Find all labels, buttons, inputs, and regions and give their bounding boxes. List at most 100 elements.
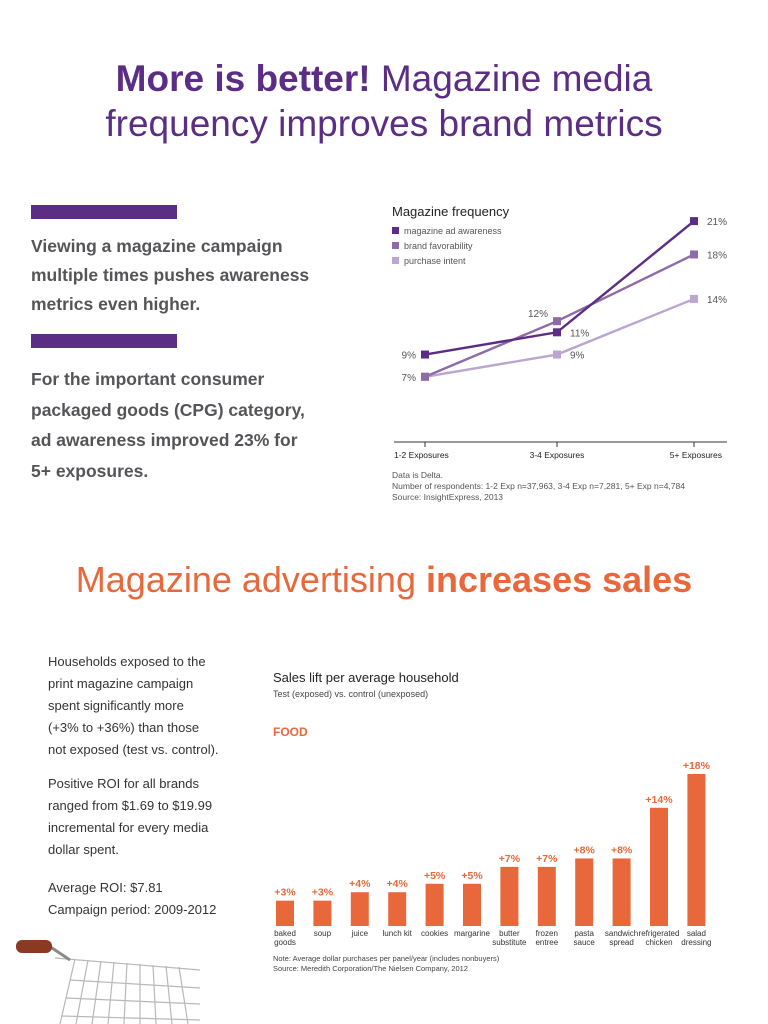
line-chart-note: Number of respondents: 1-2 Exp n=37,963,… bbox=[392, 481, 685, 491]
roi-line: Positive ROI for all brands bbox=[48, 776, 200, 791]
bar-category-label: salad bbox=[687, 929, 706, 938]
bar-chart-note: Note: Average dollar purchases per panel… bbox=[273, 954, 500, 963]
page-title-bold: More is better! bbox=[115, 58, 371, 99]
sales-chart-subtitle: Test (exposed) vs. control (unexposed) bbox=[273, 689, 429, 699]
data-point bbox=[553, 317, 561, 326]
roi-line: incremental for every media bbox=[48, 820, 209, 835]
sales-title-bold: increases sales bbox=[425, 559, 693, 600]
bar-category-label: spread bbox=[609, 938, 633, 947]
intro-line: metrics even higher. bbox=[31, 294, 201, 314]
bar-chart-notes: Note: Average dollar purchases per panel… bbox=[273, 954, 499, 973]
bar-category-label: lunch kit bbox=[383, 929, 413, 938]
page-title: More is better! Magazine media frequency… bbox=[0, 56, 768, 146]
average-roi-paragraph: Average ROI: $7.81 Campaign period: 2009… bbox=[48, 877, 216, 921]
bar-category-label: entree bbox=[535, 938, 558, 947]
intro-line: Viewing a magazine campaign bbox=[31, 236, 283, 256]
households-line: print magazine campaign bbox=[48, 676, 194, 691]
bar bbox=[388, 892, 407, 926]
bar-category-label: butter bbox=[499, 929, 520, 938]
x-tick-label: 5+ Exposures bbox=[670, 450, 722, 460]
bar-value-label: +5% bbox=[424, 870, 446, 882]
bar-category-label: goods bbox=[274, 938, 296, 947]
legend-entry: brand favorability bbox=[404, 241, 473, 251]
bar bbox=[463, 883, 481, 926]
bar bbox=[650, 807, 668, 926]
data-label: 18% bbox=[707, 250, 727, 261]
legend-swatch bbox=[392, 257, 399, 264]
data-point bbox=[690, 217, 698, 226]
line-chart-title: Magazine frequency bbox=[392, 204, 510, 219]
sales-title-regular: Magazine advertising bbox=[75, 559, 426, 600]
purple-divider-2 bbox=[31, 334, 177, 348]
average-roi-line: Average ROI: $7.81 bbox=[48, 880, 163, 895]
bar bbox=[687, 774, 706, 926]
intro-line: multiple times pushes awareness bbox=[31, 265, 310, 285]
bar-category-label: pasta bbox=[574, 929, 594, 938]
campaign-period-line: Campaign period: 2009-2012 bbox=[48, 902, 217, 917]
bar bbox=[612, 858, 631, 926]
bar-value-label: +4% bbox=[387, 878, 409, 890]
line-chart-note: Source: InsightExpress, 2013 bbox=[392, 492, 504, 502]
intro-paragraph: Viewing a magazine campaign multiple tim… bbox=[31, 232, 321, 319]
bar bbox=[276, 900, 294, 926]
bar-category-label: juice bbox=[351, 929, 369, 938]
data-point bbox=[553, 350, 561, 359]
food-category-label: FOOD bbox=[273, 725, 308, 739]
shopping-cart-icon bbox=[16, 940, 200, 1024]
magazine-frequency-chart: Magazine frequency magazine ad awareness b… bbox=[392, 204, 727, 460]
roi-line: ranged from $1.69 to $19.99 bbox=[48, 798, 213, 813]
cpg-line: For the important consumer bbox=[31, 369, 265, 389]
households-line: (+3% to +36%) than those bbox=[48, 720, 200, 735]
bar-category-label: refrigerated bbox=[639, 929, 680, 938]
households-line: spent significantly more bbox=[48, 698, 184, 713]
data-label: 11% bbox=[570, 328, 589, 339]
page-title-rest: Magazine media bbox=[370, 58, 653, 99]
cpg-line: packaged goods (CPG) category, bbox=[31, 399, 305, 420]
data-label: 12% bbox=[528, 309, 548, 320]
bar-category-label: margarine bbox=[454, 929, 491, 938]
bar bbox=[500, 866, 519, 926]
bar-category-label: sandwich bbox=[605, 929, 638, 938]
bar-category-label: soup bbox=[314, 929, 332, 938]
bar-value-label: +7% bbox=[536, 853, 558, 865]
cpg-paragraph: For the important consumer packaged good… bbox=[31, 364, 321, 486]
roi-paragraph: Positive ROI for all brands ranged from … bbox=[48, 773, 212, 861]
line-chart-notes: Data is Delta. Number of respondents: 1-… bbox=[392, 470, 685, 503]
bar-value-label: +8% bbox=[574, 844, 596, 856]
bar-value-label: +7% bbox=[499, 853, 521, 865]
bar-value-label: +3% bbox=[312, 887, 334, 899]
bar-category-label: baked bbox=[274, 929, 296, 938]
bar-value-label: +5% bbox=[461, 870, 483, 882]
legend-entry: magazine ad awareness bbox=[404, 226, 502, 236]
bar bbox=[425, 883, 444, 926]
bar-category-label: dressing bbox=[681, 938, 711, 947]
data-label: 7% bbox=[402, 373, 417, 384]
bar-value-label: +8% bbox=[611, 844, 633, 856]
purple-divider-1 bbox=[31, 205, 177, 219]
bar bbox=[537, 866, 556, 926]
page-title-line2: frequency improves brand metrics bbox=[105, 103, 663, 144]
x-tick-label: 3-4 Exposures bbox=[530, 450, 585, 460]
sales-chart-title: Sales lift per average household bbox=[273, 670, 459, 685]
bar bbox=[575, 858, 594, 926]
data-point bbox=[421, 350, 429, 359]
bar-value-label: +14% bbox=[645, 794, 673, 806]
data-label: 14% bbox=[707, 295, 727, 306]
data-label: 21% bbox=[707, 217, 727, 228]
households-line: not exposed (test vs. control). bbox=[48, 742, 219, 757]
cpg-line: 5+ exposures. bbox=[31, 460, 149, 481]
roi-line: dollar spent. bbox=[48, 842, 119, 857]
bar-category-label: sauce bbox=[574, 938, 596, 947]
legend-swatch bbox=[392, 242, 399, 249]
households-line: Households exposed to the bbox=[48, 654, 206, 669]
bar bbox=[313, 900, 332, 926]
bar-value-label: +18% bbox=[683, 760, 711, 772]
data-label: 9% bbox=[402, 351, 417, 362]
bar bbox=[350, 892, 369, 926]
line-chart-note: Data is Delta. bbox=[392, 470, 444, 480]
data-label: 9% bbox=[570, 351, 585, 362]
legend-entry: purchase intent bbox=[404, 256, 466, 266]
data-point bbox=[553, 328, 561, 337]
sales-section-title: Magazine advertising increases sales bbox=[0, 558, 768, 602]
